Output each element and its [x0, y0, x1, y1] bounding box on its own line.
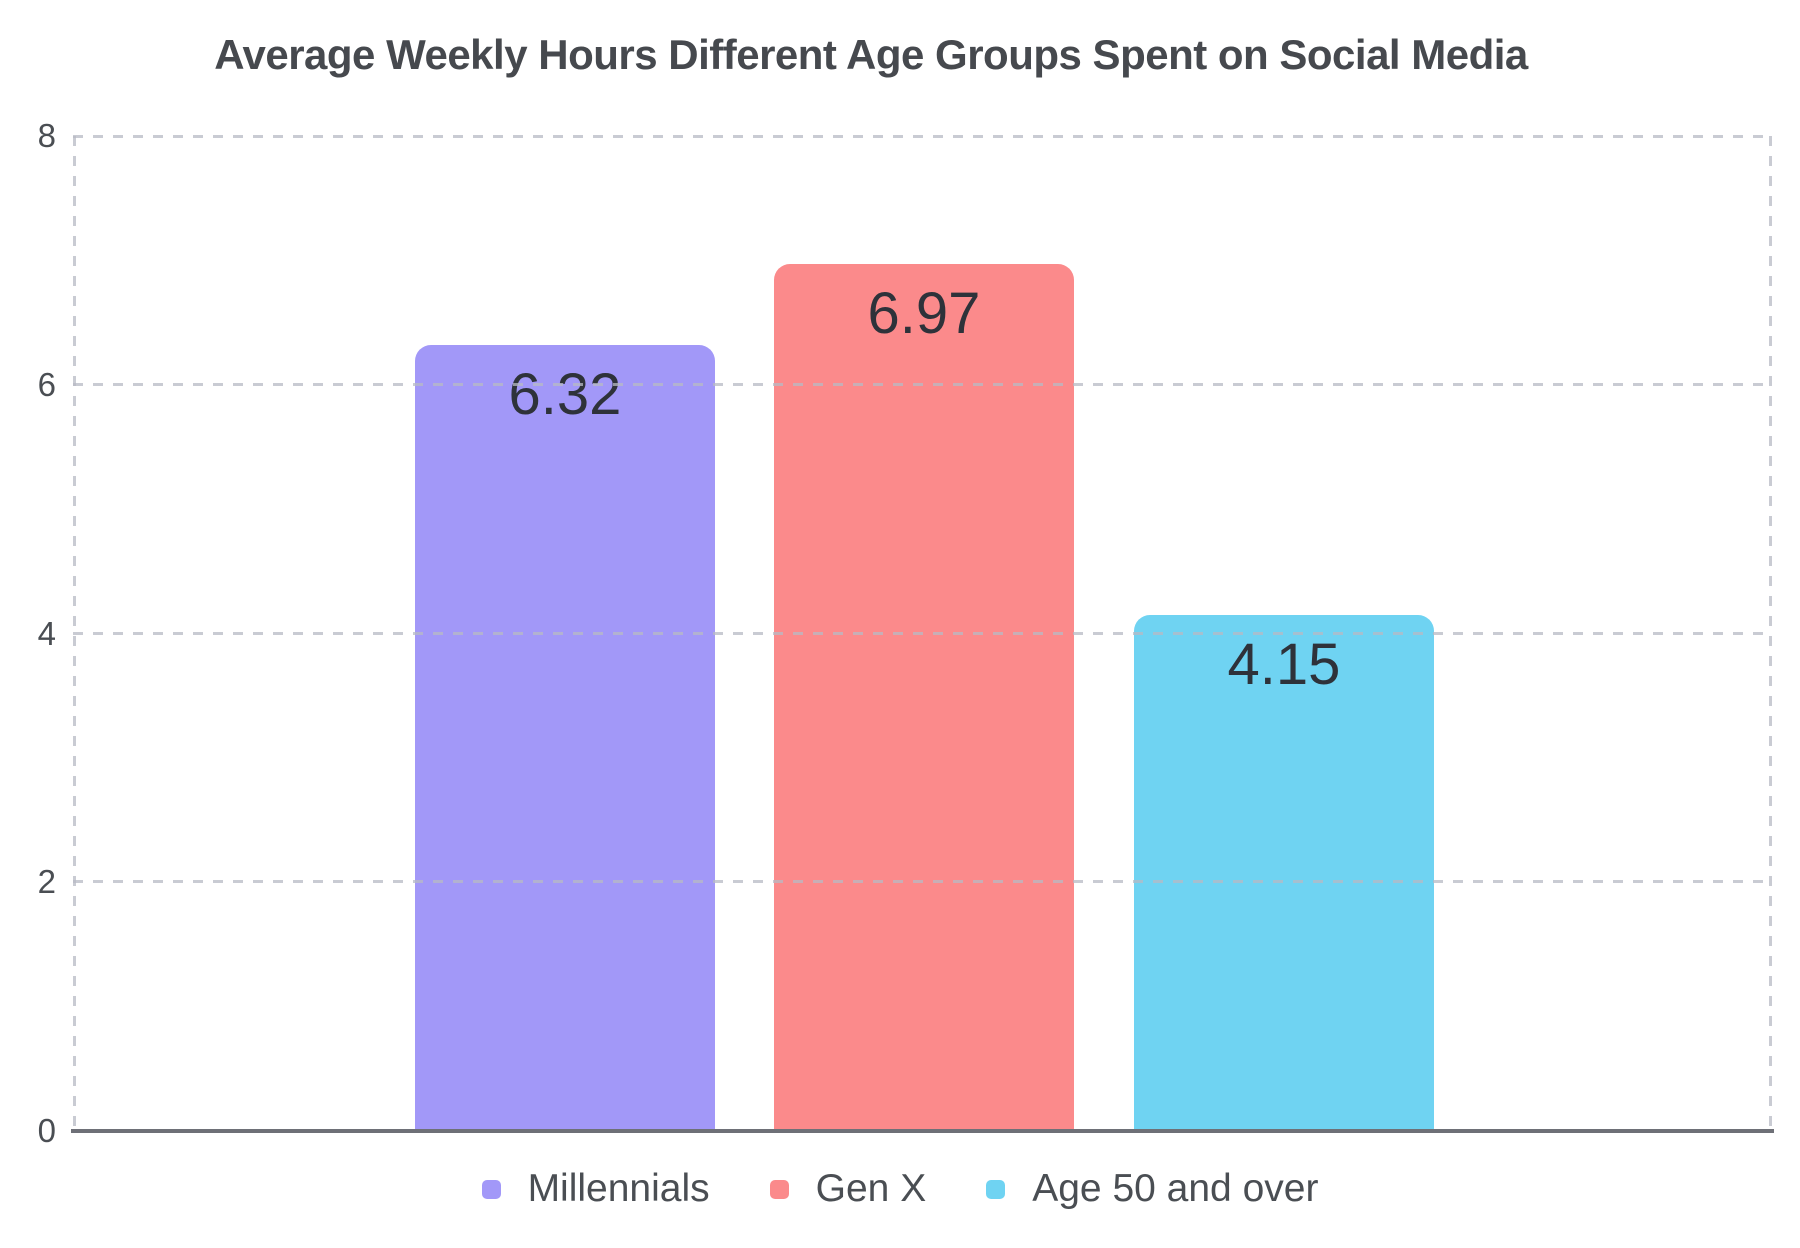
bar-value-label: 4.15 — [1227, 632, 1341, 697]
y-axis-tick-label: 6 — [37, 366, 56, 403]
legend-item-gen-x: Gen X — [769, 1167, 927, 1211]
bar-age-50-and-over: 4.15 — [1134, 615, 1434, 1131]
gridline-8 — [73, 135, 1772, 138]
plot-border-right — [1769, 136, 1772, 1131]
legend-label: Gen X — [815, 1167, 927, 1210]
legend-swatch-millennials — [481, 1179, 501, 1199]
gridline-4 — [73, 632, 1772, 635]
y-axis-tick-label: 4 — [37, 615, 56, 652]
legend-item-age-50-and-over: Age 50 and over — [986, 1167, 1318, 1211]
bar-gen-x: 6.97 — [774, 264, 1074, 1131]
y-axis-tick-label: 8 — [37, 117, 56, 154]
chart-title: Average Weekly Hours Different Age Group… — [214, 31, 1528, 78]
legend-swatch-gen-x — [769, 1179, 789, 1199]
plot-border-left — [73, 136, 76, 1131]
y-axis-tick-label: 2 — [37, 863, 56, 900]
legend-item-millennials: Millennials — [481, 1167, 710, 1211]
plot-area: 6.32 6.97 4.15 — [73, 135, 1772, 1131]
legend-label: Age 50 and over — [1032, 1167, 1319, 1210]
bar-millennials: 6.32 — [415, 345, 715, 1131]
legend-label: Millennials — [527, 1167, 710, 1210]
bar-value-label: 6.32 — [508, 362, 622, 427]
bar-value-label: 6.97 — [867, 281, 981, 346]
y-axis-tick-label: 0 — [37, 1112, 56, 1149]
gridline-6 — [73, 383, 1772, 386]
gridline-2 — [73, 880, 1772, 883]
legend: Millennials Gen X Age 50 and over — [0, 1163, 1800, 1215]
x-axis-line — [71, 1129, 1774, 1133]
legend-swatch-age-50-and-over — [986, 1179, 1006, 1199]
